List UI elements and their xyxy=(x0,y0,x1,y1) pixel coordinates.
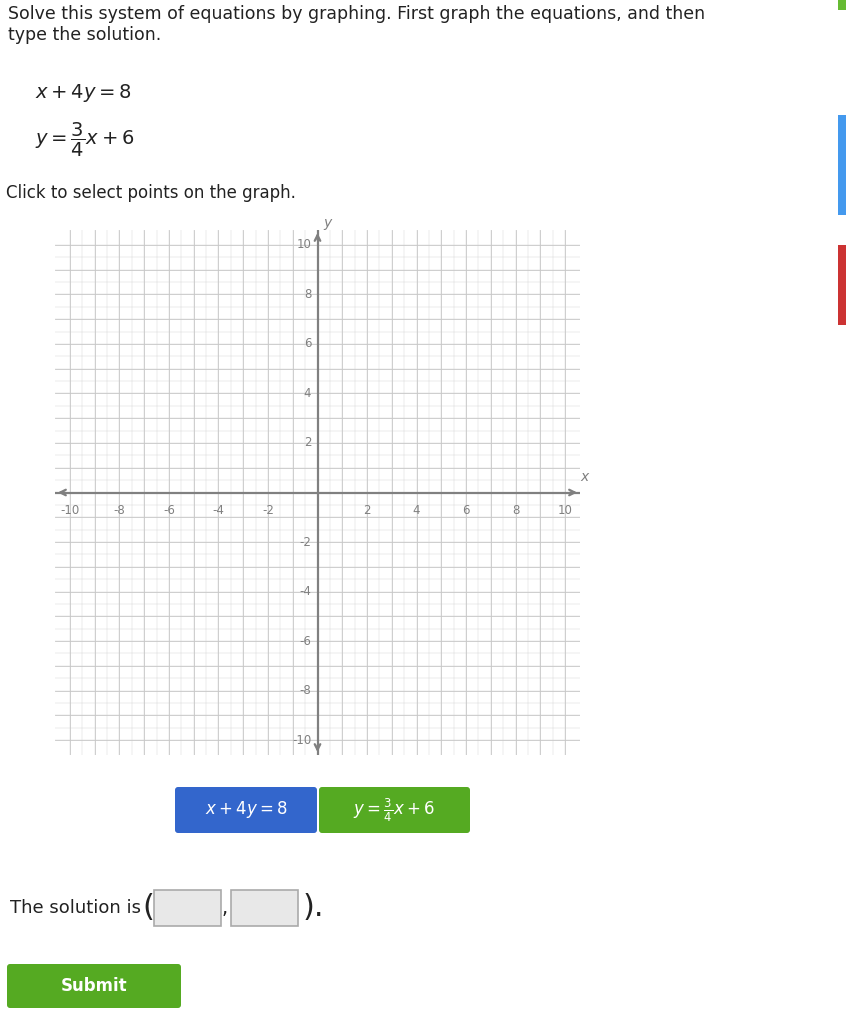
Text: Submit: Submit xyxy=(61,977,127,995)
Text: 4: 4 xyxy=(304,387,311,400)
Text: 8: 8 xyxy=(304,288,311,301)
Text: $y = \frac{3}{4}x + 6$: $y = \frac{3}{4}x + 6$ xyxy=(353,796,435,823)
Text: 2: 2 xyxy=(304,437,311,449)
Text: 10: 10 xyxy=(558,504,573,516)
Text: -4: -4 xyxy=(212,504,224,516)
FancyBboxPatch shape xyxy=(838,0,846,10)
FancyBboxPatch shape xyxy=(7,964,181,1008)
FancyBboxPatch shape xyxy=(319,787,470,833)
Text: Solve this system of equations by graphing. First graph the equations, and then
: Solve this system of equations by graphi… xyxy=(8,5,706,43)
Text: -8: -8 xyxy=(113,504,125,516)
FancyBboxPatch shape xyxy=(838,115,846,215)
Text: 10: 10 xyxy=(296,239,311,251)
Text: 6: 6 xyxy=(462,504,470,516)
Text: 2: 2 xyxy=(363,504,371,516)
Text: The solution is: The solution is xyxy=(10,899,141,917)
Text: $x + 4y = 8$: $x + 4y = 8$ xyxy=(205,800,288,820)
Text: 4: 4 xyxy=(413,504,420,516)
Text: (: ( xyxy=(142,894,154,922)
Text: -10: -10 xyxy=(292,733,311,747)
Text: y: y xyxy=(324,216,332,230)
Text: $x + 4y = 8$: $x + 4y = 8$ xyxy=(35,82,132,103)
Text: -6: -6 xyxy=(299,634,311,648)
Text: -6: -6 xyxy=(163,504,175,516)
Text: -2: -2 xyxy=(262,504,274,516)
Text: $y = \dfrac{3}{4}x + 6$: $y = \dfrac{3}{4}x + 6$ xyxy=(35,121,135,159)
Text: ).: ). xyxy=(303,894,325,922)
Text: ,: , xyxy=(222,899,228,917)
Text: -4: -4 xyxy=(299,585,311,598)
Text: -10: -10 xyxy=(60,504,80,516)
Text: 6: 6 xyxy=(304,338,311,350)
Text: -2: -2 xyxy=(299,535,311,549)
FancyBboxPatch shape xyxy=(154,890,221,926)
FancyBboxPatch shape xyxy=(838,245,846,325)
Text: x: x xyxy=(580,470,588,483)
FancyBboxPatch shape xyxy=(231,890,298,926)
Text: -8: -8 xyxy=(299,684,311,697)
Text: Click to select points on the graph.: Click to select points on the graph. xyxy=(6,184,296,202)
Text: 8: 8 xyxy=(512,504,519,516)
FancyBboxPatch shape xyxy=(175,787,317,833)
